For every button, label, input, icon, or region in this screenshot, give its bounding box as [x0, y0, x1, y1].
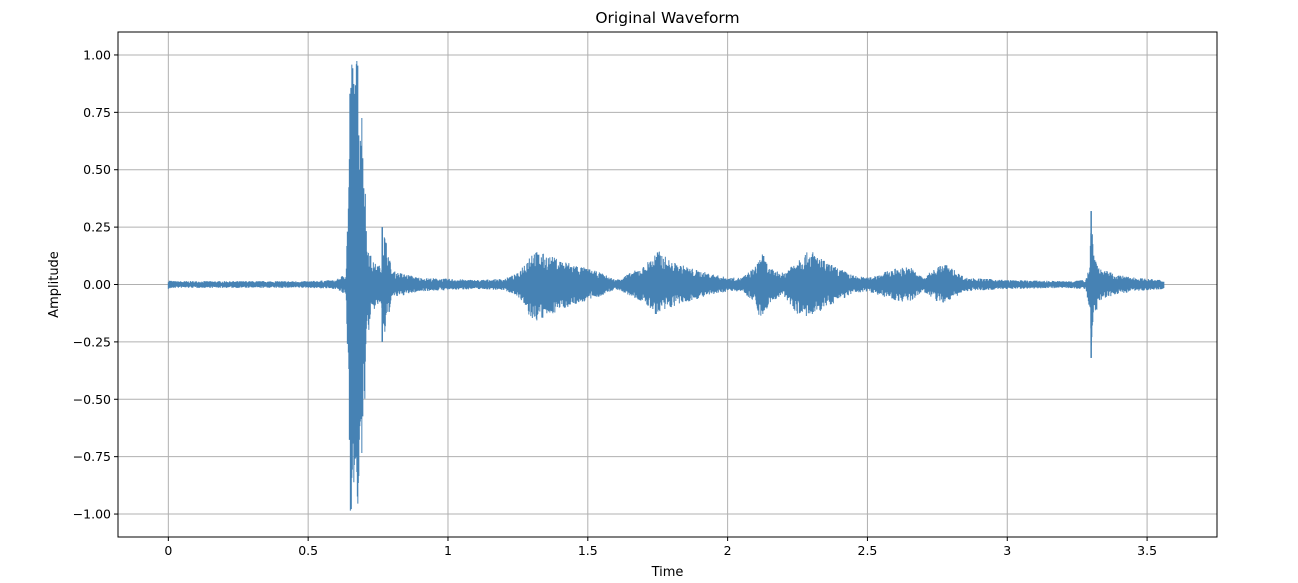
y-tick-label: −0.50 — [73, 392, 111, 407]
x-tick-label: 0.5 — [298, 543, 318, 558]
y-tick-label: −0.75 — [73, 449, 111, 464]
y-tick-label: 0.25 — [83, 220, 111, 235]
x-tick-label: 2 — [724, 543, 732, 558]
x-tick-label: 3.5 — [1137, 543, 1157, 558]
y-axis-ticks: 1.00 0.75 0.50 0.25 0.00 −0.25 −0.50 −0.75 −1.00 — [73, 47, 118, 522]
y-tick-label: 0.00 — [83, 277, 111, 292]
x-tick-label: 0 — [164, 543, 172, 558]
x-tick-label: 1 — [444, 543, 452, 558]
waveform-series — [167, 60, 1165, 511]
y-tick-label: 0.50 — [83, 162, 111, 177]
y-tick-label: −1.00 — [73, 507, 111, 522]
y-tick-label: 0.75 — [83, 105, 111, 120]
x-axis-ticks: 0 0.5 1 1.5 2 2.5 3 3.5 — [164, 537, 1157, 558]
x-tick-label: 2.5 — [858, 543, 878, 558]
x-axis-label: Time — [651, 565, 684, 580]
chart-title: Original Waveform — [595, 9, 739, 27]
y-tick-label: 1.00 — [83, 47, 111, 62]
y-tick-label: −0.25 — [73, 334, 111, 349]
x-tick-label: 3 — [1003, 543, 1011, 558]
waveform-line — [167, 60, 1165, 511]
y-axis-label: Amplitude — [47, 251, 62, 318]
x-tick-label: 1.5 — [578, 543, 598, 558]
